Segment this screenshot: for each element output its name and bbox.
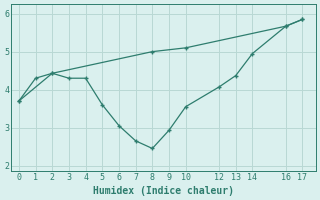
X-axis label: Humidex (Indice chaleur): Humidex (Indice chaleur) [93, 186, 234, 196]
